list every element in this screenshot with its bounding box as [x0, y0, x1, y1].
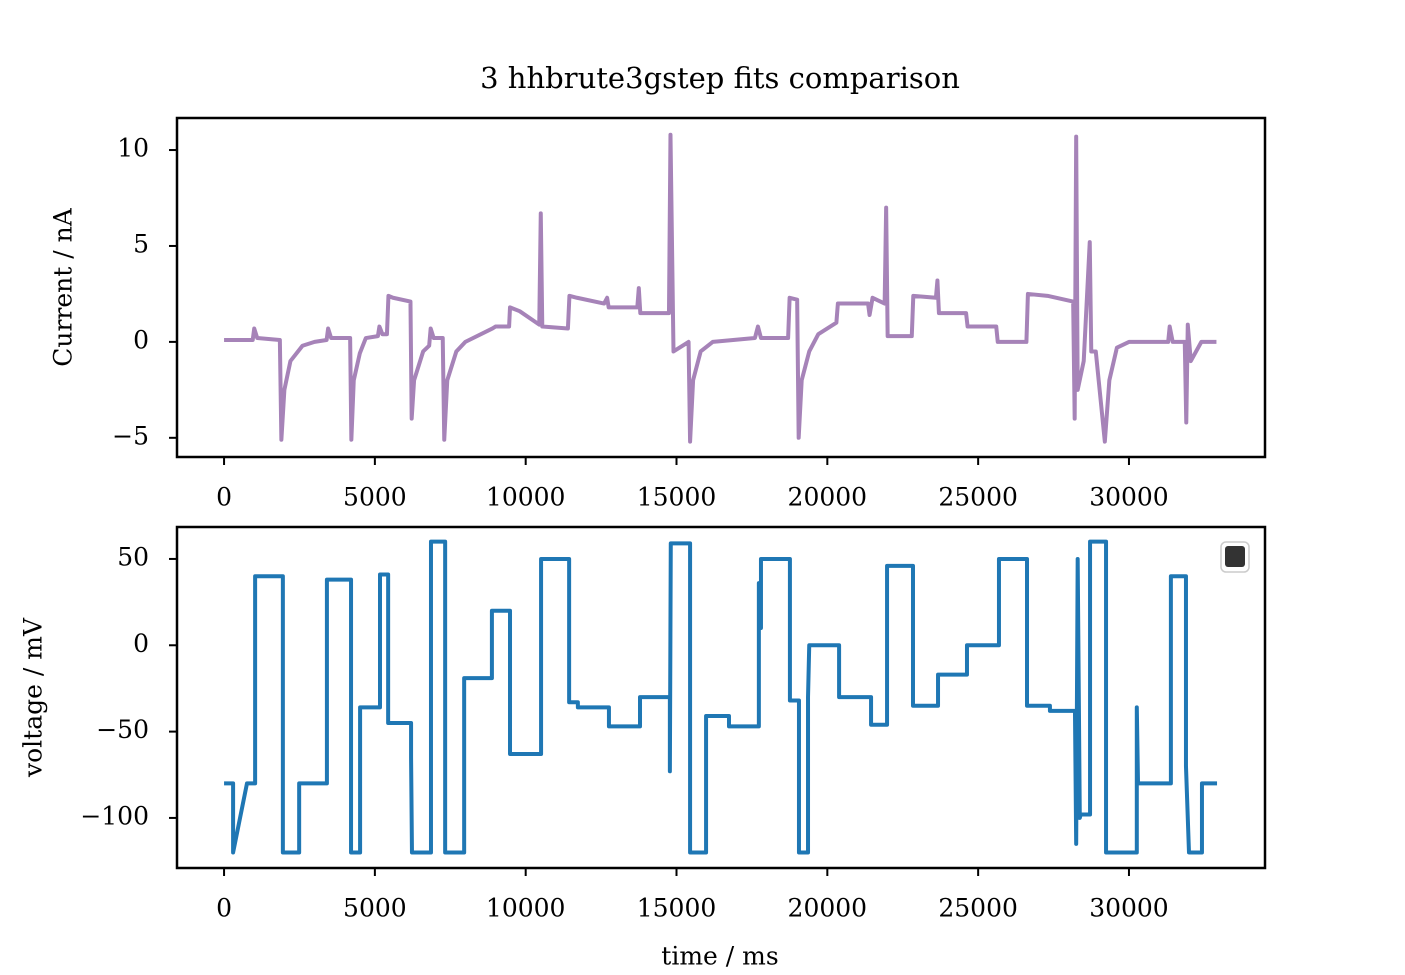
x-tick-label: 25000	[938, 894, 1018, 923]
x-tick-label: 15000	[637, 894, 717, 923]
data-line	[224, 132, 1217, 444]
x-tick-label: 0	[216, 483, 232, 512]
x-tick-label: 0	[216, 894, 232, 923]
x-tick-label: 25000	[938, 483, 1018, 512]
x-tick-label: 10000	[486, 894, 566, 923]
y-tick-label: 50	[117, 542, 149, 571]
x-tick-label: 15000	[637, 483, 717, 512]
x-axis-label: time / ms	[661, 942, 778, 971]
y-axis-label: Current / nA	[49, 207, 78, 366]
y-tick-label: −5	[112, 421, 149, 450]
x-tick-label: 5000	[343, 483, 407, 512]
y-tick-label: 5	[133, 229, 149, 258]
axes-frame	[175, 116, 1267, 459]
y-tick-label: 0	[133, 325, 149, 354]
x-tick-label: 20000	[788, 894, 868, 923]
axes-frame	[175, 525, 1267, 870]
y-axis-label: voltage / mV	[19, 617, 48, 778]
legend-handle	[1225, 546, 1245, 567]
x-tick-label: 20000	[788, 483, 868, 512]
x-tick-label: 5000	[343, 894, 407, 923]
data-line	[224, 539, 1218, 855]
x-tick-label: 30000	[1089, 483, 1169, 512]
chart-title: 3 hhbrute3gstep fits comparison	[480, 61, 960, 95]
x-tick-label: 10000	[486, 483, 566, 512]
x-tick-label: 30000	[1089, 894, 1169, 923]
legend	[1220, 541, 1250, 573]
y-tick-label: −50	[96, 715, 149, 744]
y-tick-label: 10	[117, 134, 149, 163]
y-tick-label: 0	[133, 629, 149, 658]
y-tick-label: −100	[80, 801, 149, 830]
